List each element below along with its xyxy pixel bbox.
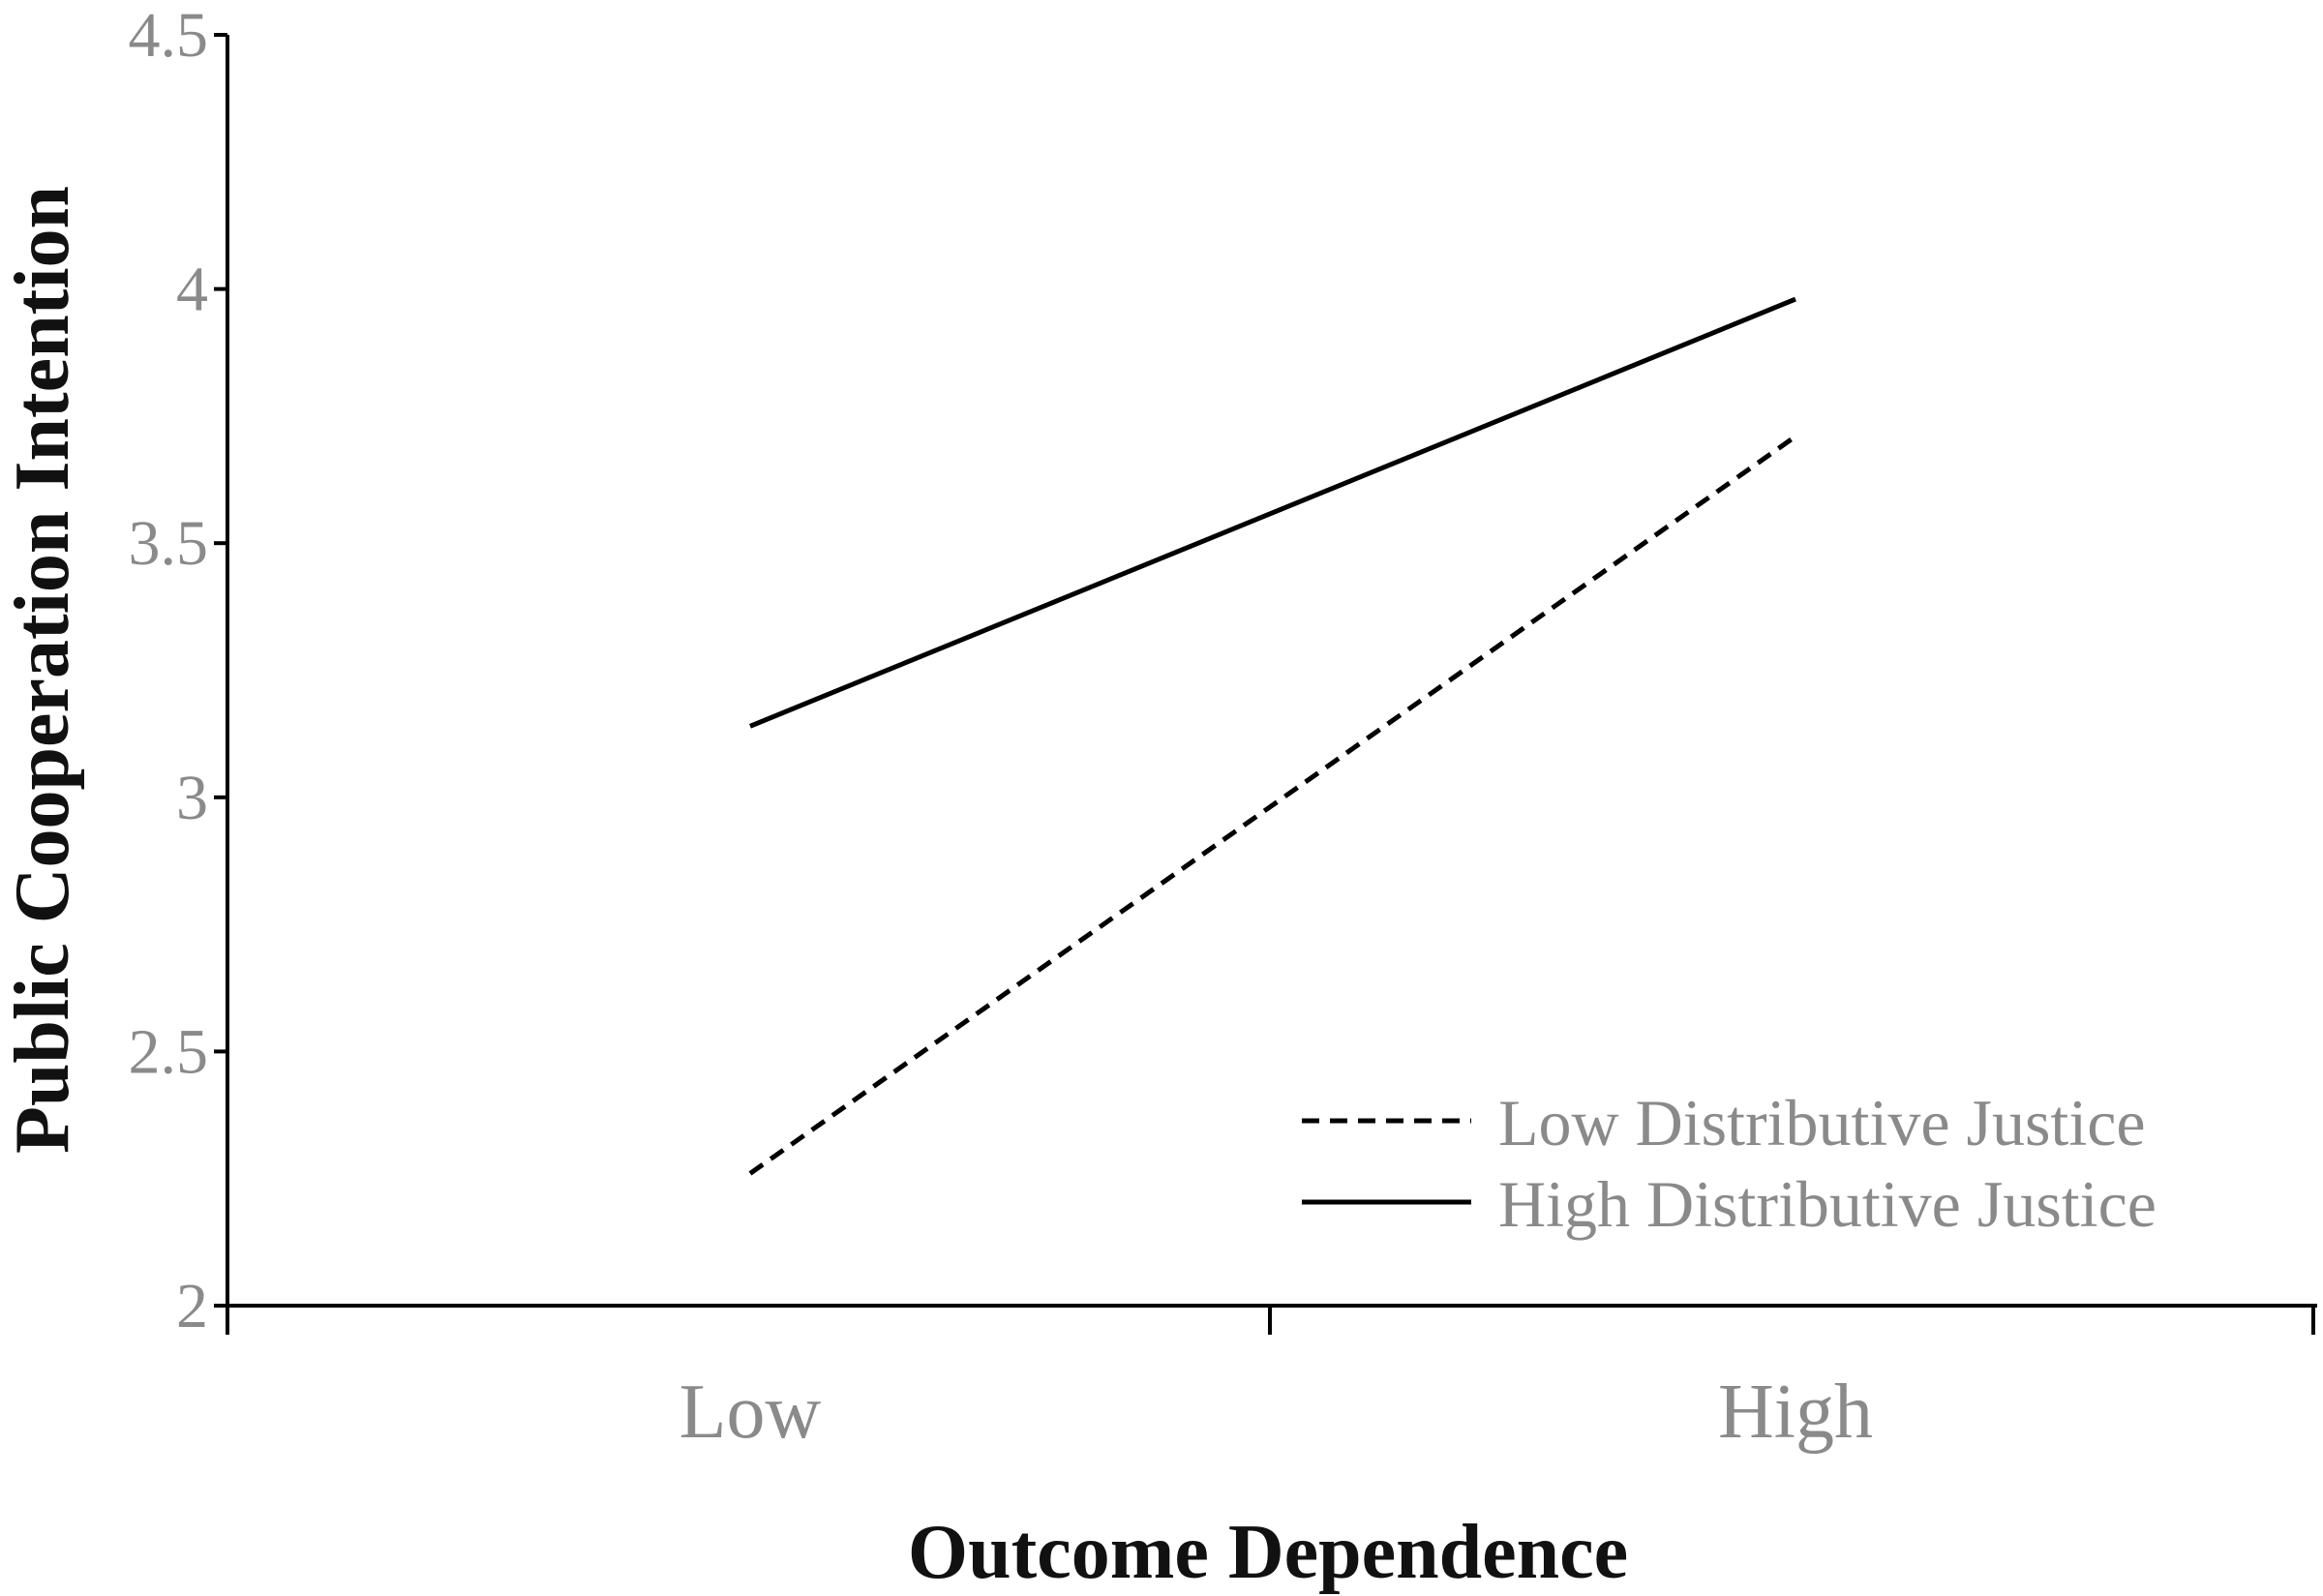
y-tick-label: 2.5 xyxy=(129,1016,209,1087)
y-tick-label: 4.5 xyxy=(129,0,209,71)
y-ticks xyxy=(214,33,227,1308)
x-category-labels: Low High xyxy=(679,1370,1873,1455)
legend-label-low-distributive-justice: Low Distributive Justice xyxy=(1498,1086,2146,1159)
y-tick-label: 2 xyxy=(176,1271,208,1341)
series-layer xyxy=(748,296,1797,1176)
legend: Low Distributive Justice High Distributi… xyxy=(1302,1086,2157,1241)
y-tick-label: 3 xyxy=(176,763,208,833)
y-tick-labels: 2 2.5 3 3.5 4 4.5 xyxy=(129,0,209,1341)
series-line-high-distributive-justice xyxy=(749,296,1796,729)
x-category-label-high: High xyxy=(1718,1370,1873,1455)
y-tick-label: 3.5 xyxy=(129,508,209,579)
series-line-low-distributive-justice xyxy=(748,434,1797,1176)
x-axis-title: Outcome Dependence xyxy=(908,1510,1628,1595)
x-category-label-low: Low xyxy=(679,1370,822,1455)
legend-label-high-distributive-justice: High Distributive Justice xyxy=(1498,1167,2157,1241)
y-axis-title: Public Cooperation Intention xyxy=(0,186,85,1154)
y-tick-label: 4 xyxy=(176,255,208,325)
